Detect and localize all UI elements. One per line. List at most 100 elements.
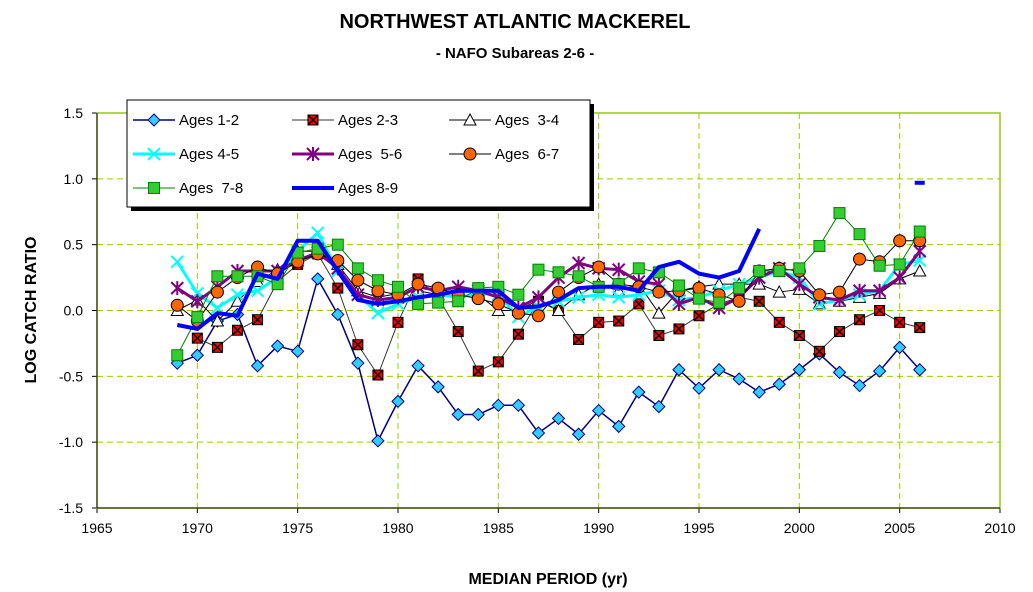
y-tick-label: 0.5 [64,237,84,253]
marker [351,356,365,370]
marker [371,274,384,287]
marker [672,363,686,377]
x-tick-label: 1970 [182,520,213,536]
marker [270,339,285,353]
marker-x [613,315,625,327]
marker [753,265,766,277]
marker [231,324,243,336]
marker-x [231,324,243,336]
marker-x [693,310,705,322]
marker [531,290,546,305]
marker [732,294,746,308]
marker [893,234,907,248]
marker-x [673,323,685,335]
marker [491,297,505,311]
marker [572,270,585,283]
marker [732,372,746,386]
marker [772,285,787,298]
marker-x [633,298,645,310]
marker [171,349,184,362]
marker [311,226,325,240]
legend-marker [463,112,477,126]
marker-x [332,282,344,294]
marker [612,262,626,277]
legend-marker [148,182,160,194]
chart-subtitle: - NAFO Subareas 2-6 - [436,45,594,62]
marker [672,296,686,311]
marker [833,207,846,220]
x-tick-label: 1995 [683,520,714,536]
x-tick-label: 1965 [81,520,112,536]
marker [633,298,645,310]
marker [833,326,845,338]
x-tick-label: 1980 [382,520,413,536]
marker [311,272,325,286]
legend-label: Ages 6-7 [495,146,559,163]
marker-x [372,369,384,381]
marker [331,238,344,251]
marker [653,329,665,342]
marker [531,426,546,440]
legend-label: Ages 3-4 [495,112,559,129]
marker [250,359,265,373]
marker [693,310,705,322]
marker [672,279,685,292]
marker-x [392,316,404,328]
marker [873,259,886,272]
marker [573,333,585,345]
marker-x [593,316,605,328]
marker [170,281,184,296]
x-tick-label: 1975 [282,520,313,536]
chart-title: NORTHWEST ATLANTIC MACKEREL [339,11,690,33]
marker [191,332,203,344]
marker [371,306,385,320]
marker [913,363,927,377]
legend-marker [147,147,161,161]
marker [793,262,806,275]
legend-label: Ages 5-6 [338,146,402,163]
marker-x [753,295,765,307]
marker [612,290,626,305]
marker [591,403,606,418]
y-tick-label: 1.0 [64,171,84,187]
series-line [176,240,920,322]
marker-x [773,316,785,328]
marker [832,365,847,380]
marker [853,252,867,266]
marker [190,294,205,309]
marker [532,263,545,276]
marker [872,283,887,298]
legend-label: Ages 7-8 [179,180,243,197]
marker-x [914,322,926,334]
legend-label: Ages 2-3 [338,112,398,129]
x-tick-label: 2010 [984,520,1015,536]
marker [592,260,606,274]
marker [332,282,344,294]
marker-x [854,314,866,326]
marker [392,280,404,293]
marker-x [492,356,504,368]
marker [813,345,825,357]
marker [593,316,605,328]
marker [371,434,385,448]
marker [752,385,766,399]
legend-label: Ages 1-2 [179,112,239,129]
marker [391,394,405,409]
marker [512,328,524,340]
y-tick-label: 0.0 [64,303,84,319]
marker [692,281,706,295]
marker [351,262,364,275]
marker [331,307,345,322]
marker-x [352,339,364,351]
marker [733,282,746,295]
marker [892,340,907,355]
marker [892,270,907,285]
marker [632,385,646,399]
marker [552,266,565,279]
marker [571,427,586,441]
marker [492,356,504,368]
marker [471,407,485,422]
legend-marker [306,147,320,161]
marker [712,363,726,377]
